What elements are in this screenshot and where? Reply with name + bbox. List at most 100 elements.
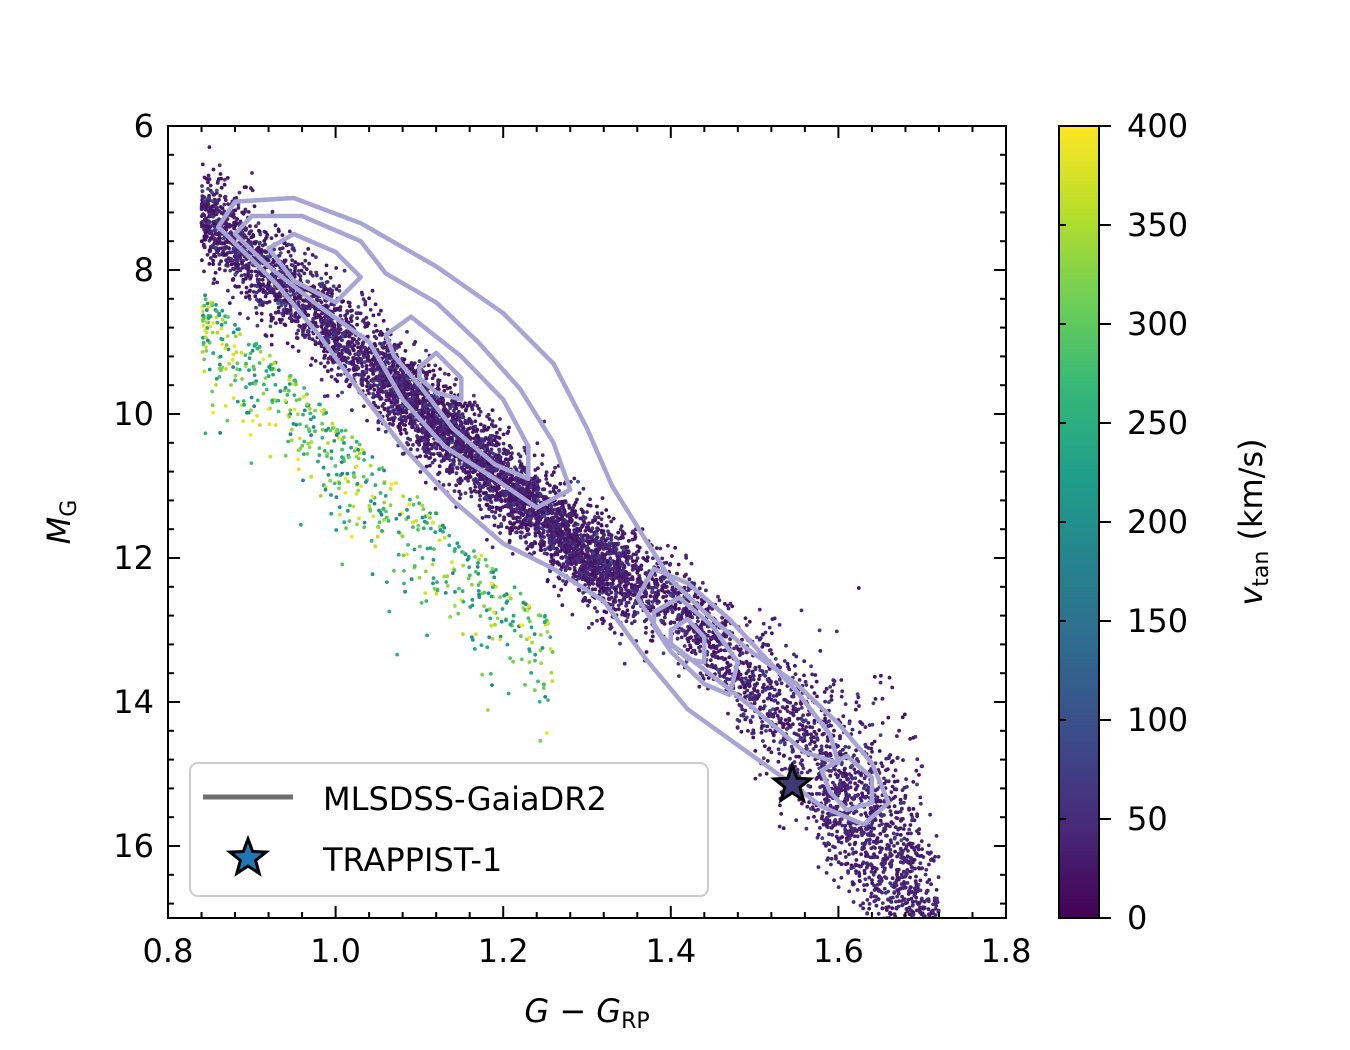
scatter-point bbox=[428, 442, 433, 447]
scatter-point bbox=[468, 449, 473, 454]
scatter-point bbox=[407, 379, 411, 384]
scatter-point bbox=[490, 422, 494, 427]
scatter-point bbox=[822, 690, 827, 694]
scatter-point bbox=[303, 258, 308, 263]
scatter-point bbox=[808, 742, 812, 746]
scatter-point bbox=[242, 185, 247, 190]
scatter-point bbox=[906, 831, 910, 836]
scatter-point bbox=[882, 776, 886, 781]
scatter-point bbox=[223, 268, 227, 273]
scatter-point bbox=[383, 429, 388, 434]
scatter-point bbox=[454, 483, 458, 488]
scatter-point bbox=[269, 333, 274, 338]
scatter-point bbox=[510, 451, 514, 455]
scatter-point bbox=[319, 284, 323, 289]
scatter-point bbox=[909, 812, 914, 817]
scatter-point bbox=[222, 202, 227, 207]
scatter-point bbox=[348, 309, 353, 313]
scatter-point bbox=[270, 209, 275, 214]
scatter-point bbox=[679, 627, 684, 631]
scatter-point bbox=[878, 818, 883, 823]
scatter-point bbox=[800, 801, 804, 806]
scatter-point bbox=[748, 675, 753, 679]
scatter-point bbox=[599, 523, 604, 528]
scatter-point bbox=[289, 243, 294, 247]
scatter-point bbox=[348, 352, 352, 356]
scatter-point bbox=[233, 257, 238, 262]
scatter-point bbox=[206, 173, 211, 178]
scatter-point bbox=[527, 532, 531, 537]
scatter-point bbox=[771, 732, 776, 736]
scatter-point bbox=[768, 728, 772, 733]
scatter-point bbox=[776, 747, 781, 752]
scatter-point bbox=[511, 482, 516, 487]
scatter-point bbox=[548, 490, 553, 495]
scatter-point bbox=[365, 418, 369, 423]
scatter-point bbox=[448, 385, 452, 390]
scatter-point bbox=[268, 313, 273, 317]
scatter-point bbox=[313, 359, 318, 363]
scatter-point bbox=[707, 629, 711, 634]
scatter-point bbox=[600, 496, 605, 500]
scatter-point bbox=[804, 729, 809, 734]
scatter-point bbox=[848, 785, 853, 790]
scatter-point bbox=[814, 819, 819, 823]
scatter-point bbox=[692, 581, 697, 586]
scatter-point bbox=[371, 395, 375, 400]
scatter-point bbox=[852, 753, 856, 758]
scatter-point bbox=[532, 550, 537, 555]
scatter-point bbox=[287, 229, 292, 234]
scatter-point bbox=[368, 350, 373, 355]
scatter-point bbox=[806, 721, 811, 725]
scatter-point bbox=[490, 408, 495, 412]
scatter-point bbox=[813, 673, 818, 677]
scatter-point bbox=[827, 719, 831, 723]
scatter-point bbox=[283, 323, 288, 328]
scatter-point bbox=[291, 246, 296, 251]
scatter-point bbox=[488, 499, 493, 503]
scatter-point bbox=[824, 871, 829, 875]
scatter-point bbox=[578, 516, 583, 521]
scatter-point bbox=[901, 800, 906, 805]
scatter-point bbox=[901, 827, 906, 831]
scatter-point bbox=[596, 527, 600, 532]
scatter-point bbox=[515, 515, 520, 520]
scatter-point bbox=[346, 300, 351, 305]
scatter-point bbox=[682, 644, 687, 648]
scatter-point bbox=[210, 214, 215, 219]
scatter-point bbox=[360, 341, 365, 346]
scatter-point bbox=[558, 481, 563, 486]
scatter-point bbox=[200, 162, 205, 167]
scatter-point bbox=[478, 422, 483, 427]
scatter-point bbox=[249, 283, 254, 288]
scatter-point bbox=[854, 850, 858, 855]
scatter-point bbox=[362, 360, 367, 365]
scatter-point bbox=[247, 297, 252, 301]
scatter-point bbox=[232, 267, 236, 272]
scatter-point bbox=[636, 568, 640, 573]
scatter-point bbox=[206, 180, 210, 185]
scatter-point bbox=[540, 453, 545, 457]
scatter-point bbox=[259, 311, 264, 316]
scatter-point bbox=[493, 454, 498, 459]
scatter-point bbox=[424, 464, 429, 469]
scatter-point bbox=[662, 615, 667, 620]
scatter-point bbox=[631, 559, 635, 563]
scatter-point bbox=[375, 383, 380, 388]
scatter-point bbox=[793, 664, 797, 668]
scatter-point bbox=[717, 598, 722, 603]
scatter-point bbox=[585, 510, 589, 514]
scatter-point bbox=[816, 807, 820, 812]
scatter-point bbox=[290, 344, 295, 349]
scatter-point bbox=[802, 659, 807, 664]
scatter-point bbox=[386, 417, 391, 422]
scatter-point bbox=[444, 452, 448, 457]
scatter-point bbox=[546, 533, 550, 537]
scatter-point bbox=[481, 491, 486, 496]
scatter-point bbox=[595, 511, 600, 516]
scatter-point bbox=[829, 698, 834, 702]
scatter-point bbox=[854, 707, 858, 712]
scatter-point bbox=[244, 226, 249, 231]
scatter-point bbox=[501, 432, 506, 437]
scatter-point bbox=[866, 746, 871, 750]
